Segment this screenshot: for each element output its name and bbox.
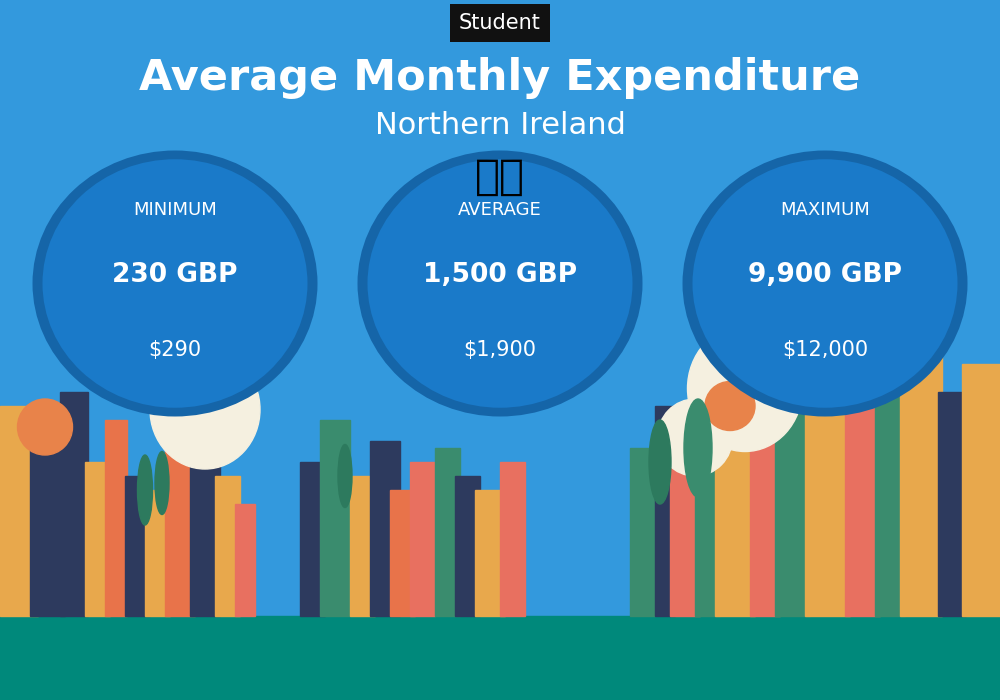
Bar	[455, 476, 480, 616]
Bar	[370, 441, 400, 616]
Bar	[320, 420, 350, 616]
Text: 1,500 GBP: 1,500 GBP	[423, 262, 577, 288]
Ellipse shape	[682, 150, 968, 416]
Ellipse shape	[688, 326, 802, 452]
Ellipse shape	[649, 420, 671, 504]
Bar	[235, 504, 255, 616]
Bar	[875, 378, 905, 616]
Ellipse shape	[358, 150, 642, 416]
Bar	[475, 490, 505, 616]
Bar	[805, 336, 850, 616]
Bar	[845, 350, 880, 616]
Bar	[0, 616, 1000, 700]
Text: Northern Ireland: Northern Ireland	[375, 111, 625, 141]
Ellipse shape	[150, 350, 260, 469]
Bar	[410, 462, 435, 616]
Bar	[435, 448, 460, 616]
Bar	[85, 462, 110, 616]
Ellipse shape	[368, 160, 633, 407]
Text: MINIMUM: MINIMUM	[133, 201, 217, 219]
Text: $12,000: $12,000	[782, 340, 868, 360]
Bar	[695, 462, 720, 616]
Bar	[215, 476, 240, 616]
Ellipse shape	[138, 455, 152, 525]
Text: $290: $290	[148, 340, 202, 360]
Bar	[30, 441, 65, 616]
Bar	[775, 406, 810, 616]
Bar	[715, 378, 755, 616]
Text: 9,900 GBP: 9,900 GBP	[748, 262, 902, 288]
Ellipse shape	[705, 382, 755, 430]
Bar	[60, 392, 88, 616]
Text: 🇬🇧: 🇬🇧	[475, 155, 525, 197]
Ellipse shape	[658, 399, 732, 476]
Bar	[390, 490, 415, 616]
Ellipse shape	[155, 452, 169, 514]
Text: $1,900: $1,900	[464, 340, 536, 360]
Text: AVERAGE: AVERAGE	[458, 201, 542, 219]
Bar	[125, 476, 150, 616]
Ellipse shape	[338, 444, 352, 508]
Text: 230 GBP: 230 GBP	[112, 262, 238, 288]
Ellipse shape	[32, 150, 318, 416]
Ellipse shape	[18, 399, 72, 455]
Text: Average Monthly Expenditure: Average Monthly Expenditure	[139, 57, 861, 99]
Bar	[655, 406, 675, 616]
Bar	[630, 448, 655, 616]
Bar	[962, 364, 1000, 616]
Bar	[0, 406, 38, 616]
Ellipse shape	[42, 160, 308, 407]
Bar	[750, 434, 780, 616]
Bar	[145, 490, 170, 616]
Bar	[350, 476, 375, 616]
Bar	[670, 434, 700, 616]
Bar	[190, 406, 220, 616]
Bar	[900, 322, 942, 616]
Bar	[165, 448, 195, 616]
Ellipse shape	[692, 160, 958, 407]
Bar	[500, 462, 525, 616]
Bar	[105, 420, 127, 616]
Bar	[300, 462, 325, 616]
Ellipse shape	[684, 399, 712, 497]
Text: MAXIMUM: MAXIMUM	[780, 201, 870, 219]
Text: Student: Student	[459, 13, 541, 33]
Bar	[938, 392, 966, 616]
